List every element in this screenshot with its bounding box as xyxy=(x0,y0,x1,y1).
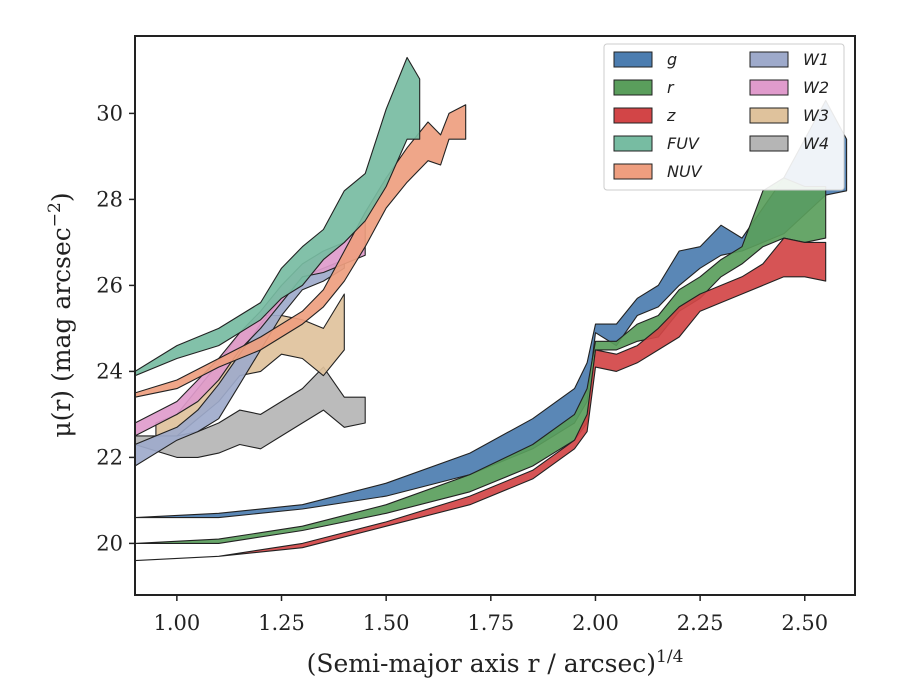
legend-swatch-w3 xyxy=(749,107,789,124)
y-axis: 20 22 24 26 28 30 xyxy=(96,101,135,555)
legend-label-w3: W3 xyxy=(803,106,829,125)
y-tick-label: 26 xyxy=(96,273,123,297)
legend-label-z: z xyxy=(666,106,676,125)
legend-label-nuv: NUV xyxy=(667,162,703,181)
band-z xyxy=(135,237,827,562)
legend-swatch-w2 xyxy=(749,79,789,96)
legend-label-g: g xyxy=(667,50,677,69)
plot-frame xyxy=(134,35,856,596)
legend-swatch-z xyxy=(613,107,653,124)
band-w4 xyxy=(135,366,366,458)
legend-swatch-nuv xyxy=(613,163,653,180)
legend-label-w4: W4 xyxy=(803,134,829,153)
legend-label-fuv: FUV xyxy=(667,134,700,153)
x-tick-label: 1.75 xyxy=(467,611,514,635)
band-nuv xyxy=(135,104,467,398)
legend-swatch-w4 xyxy=(749,135,789,152)
x-tick-label: 2.00 xyxy=(572,611,619,635)
legend-swatch-g xyxy=(613,51,653,68)
x-axis: 1.00 1.25 1.50 1.75 2.00 2.25 2.50 xyxy=(153,595,828,635)
x-tick-label: 2.25 xyxy=(677,611,724,635)
y-tick-label: 20 xyxy=(96,531,123,555)
band-fuv xyxy=(135,56,421,377)
y-tick-label: 24 xyxy=(96,359,123,383)
x-tick-label: 1.50 xyxy=(363,611,410,635)
legend-label-w2: W2 xyxy=(803,78,829,97)
legend-label-r: r xyxy=(667,78,675,97)
legend-label-w1: W1 xyxy=(803,50,829,69)
x-tick-label: 2.50 xyxy=(781,611,828,635)
y-tick-label: 22 xyxy=(96,445,123,469)
legend: grz FUV NUV W1 W2 W3 W4 xyxy=(603,43,845,191)
series-bands xyxy=(135,56,848,562)
y-tick-label: 28 xyxy=(96,187,123,211)
legend-swatch-fuv xyxy=(613,135,653,152)
y-tick-label: 30 xyxy=(96,101,123,125)
x-tick-label: 1.00 xyxy=(153,611,200,635)
legend-swatch-w1 xyxy=(749,51,789,68)
x-axis-label: (Semi-major axis r / arcsec)1/4 xyxy=(307,647,684,678)
legend-swatch-r xyxy=(613,79,653,96)
x-tick-label: 1.25 xyxy=(258,611,305,635)
y-axis-label: μ(r) (mag arcsec−2) xyxy=(45,192,76,437)
